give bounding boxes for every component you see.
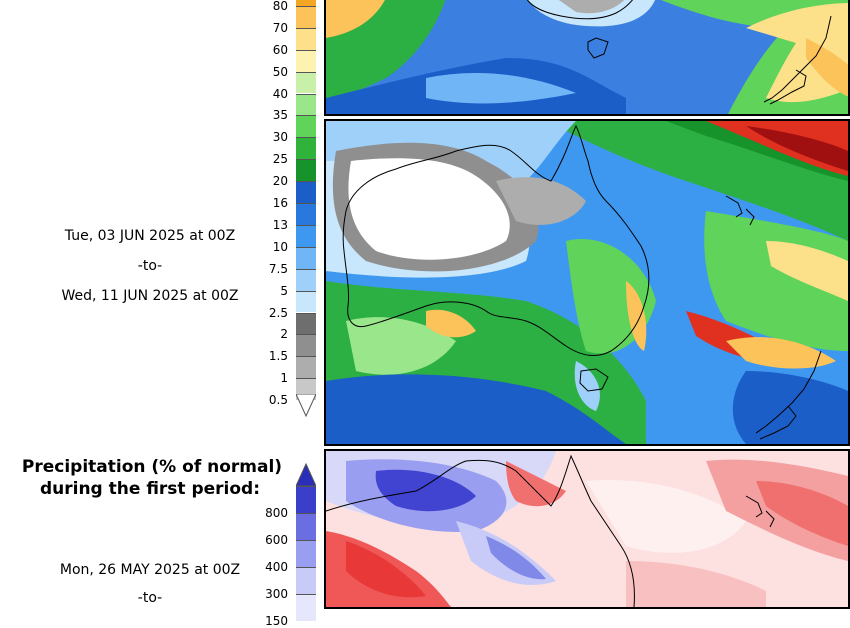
colorbar-tick-label: 400: [265, 560, 288, 574]
colorbar-swatch: [296, 0, 316, 6]
colorbar-tick-label: 10: [272, 239, 288, 254]
colorbar-tick-label: 300: [265, 587, 288, 601]
colorbar-swatch: [296, 540, 316, 567]
colorbar-swatch: [296, 224, 316, 247]
colorbar-swatch: [296, 356, 316, 379]
colorbar-swatch: [296, 567, 316, 594]
anomaly-map-bottom: [324, 449, 850, 609]
colorbar-arrow-bottom: [296, 394, 316, 418]
colorbar-tick-label: 30: [272, 130, 288, 145]
colorbar-tick-label: 60: [272, 42, 288, 57]
colorbar-tick-label: 5: [280, 283, 288, 298]
colorbar-tick-label: 25: [272, 152, 288, 167]
colorbar-tick-label: 50: [272, 64, 288, 79]
colorbar-tick-label: 1.5: [268, 349, 288, 364]
anomaly-colorbar: [296, 486, 316, 621]
colorbar-tick-label: 2.5: [268, 305, 288, 320]
period2-date-separator: -to-: [137, 258, 163, 274]
colorbar-tick-label: 70: [272, 20, 288, 35]
colorbar-swatch: [296, 486, 316, 513]
colorbar-swatch: [296, 71, 316, 94]
colorbar-tick-label: 13: [272, 217, 288, 232]
colorbar-swatch: [296, 290, 316, 313]
colorbar-tick-label: 35: [272, 108, 288, 123]
precip-map-top-graphic: [326, 0, 848, 114]
colorbar-swatch: [296, 246, 316, 269]
colorbar-tick-label: 7.5: [268, 261, 288, 276]
period1-date-from: Mon, 26 MAY 2025 at 00Z: [59, 562, 241, 578]
colorbar-swatch: [296, 312, 316, 335]
colorbar-tick-label: 150: [265, 614, 288, 628]
colorbar-tick-label: 0.5: [268, 393, 288, 408]
anomaly-colorbar-arrow-top: [296, 462, 316, 486]
colorbar-tick-label: 800: [265, 506, 288, 520]
colorbar-swatch: [296, 93, 316, 116]
period2-date-to: Wed, 11 JUN 2025 at 00Z: [61, 288, 239, 304]
colorbar-swatch: [296, 513, 316, 540]
colorbar-swatch: [296, 5, 316, 28]
colorbar-swatch: [296, 203, 316, 225]
colorbar-tick-label: 2: [280, 327, 288, 342]
colorbar-tick-label: 20: [272, 174, 288, 189]
anomaly-map-bottom-graphic: [326, 451, 848, 607]
colorbar-swatch: [296, 159, 316, 182]
precip-map-middle-graphic: [326, 121, 848, 444]
colorbar-tick-label: 40: [272, 86, 288, 101]
colorbar-swatch: [296, 115, 316, 138]
precip-map-middle: [324, 119, 850, 446]
anomaly-title-line2: during the first period:: [39, 479, 261, 499]
anomaly-title-line1: Precipitation (% of normal): [21, 457, 283, 477]
colorbar-swatch: [296, 137, 316, 160]
precip-colorbar: [296, 0, 316, 401]
colorbar-tick-label: 600: [265, 533, 288, 547]
colorbar-tick-label: 16: [272, 196, 288, 210]
colorbar-swatch: [296, 181, 316, 203]
colorbar-tick-label: 80: [272, 0, 288, 13]
colorbar-swatch: [296, 27, 316, 50]
colorbar-swatch: [296, 594, 316, 621]
colorbar-swatch: [296, 334, 316, 357]
period1-date-separator: -to-: [137, 590, 163, 606]
colorbar-swatch: [296, 268, 316, 291]
precip-map-top: [324, 0, 850, 116]
colorbar-tick-label: 1: [280, 371, 288, 386]
period2-date-from: Tue, 03 JUN 2025 at 00Z: [64, 228, 236, 244]
colorbar-swatch: [296, 49, 316, 72]
